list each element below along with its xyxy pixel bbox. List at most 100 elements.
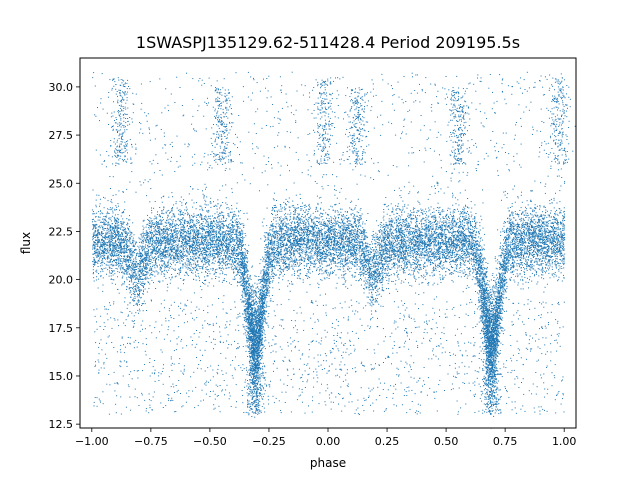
data-point (553, 199, 555, 201)
data-point (333, 235, 335, 237)
data-point (120, 266, 122, 268)
data-point (368, 283, 370, 285)
data-point (515, 263, 517, 265)
data-point (466, 222, 468, 224)
data-point (323, 222, 325, 224)
data-point (287, 239, 289, 240)
data-point (507, 248, 509, 250)
data-point (446, 242, 448, 244)
data-point (281, 233, 283, 235)
data-point (92, 246, 94, 248)
data-point (445, 237, 447, 239)
data-point (244, 298, 246, 299)
data-point (195, 279, 197, 281)
data-point (433, 248, 435, 250)
data-point (343, 275, 345, 277)
data-point (289, 229, 291, 230)
data-point (110, 259, 112, 261)
data-point (300, 206, 302, 207)
data-point (357, 242, 359, 244)
data-point (105, 264, 107, 266)
data-point (311, 247, 313, 248)
data-point (552, 227, 554, 229)
data-point (130, 261, 132, 263)
data-point (417, 227, 419, 229)
data-point (519, 235, 521, 237)
data-point (300, 245, 302, 247)
data-point (392, 207, 394, 209)
data-point (360, 284, 362, 286)
data-point (469, 241, 471, 243)
data-point (376, 268, 378, 270)
data-point (351, 274, 353, 276)
data-point (521, 242, 523, 244)
data-point (383, 257, 385, 259)
data-point (552, 250, 554, 252)
data-point (234, 251, 236, 253)
data-point (388, 234, 390, 236)
data-point (120, 249, 122, 251)
data-point (443, 267, 445, 269)
data-point (549, 248, 551, 250)
data-point (219, 262, 221, 264)
data-point (556, 209, 557, 211)
data-point (442, 209, 444, 211)
data-point (206, 228, 208, 230)
data-point (315, 263, 317, 264)
data-point (461, 251, 463, 252)
data-point (306, 213, 308, 215)
data-point (149, 254, 151, 256)
data-point (424, 224, 426, 226)
data-point (430, 226, 432, 228)
data-point (348, 245, 350, 247)
data-point (201, 266, 203, 268)
data-point (210, 268, 212, 270)
data-point (354, 233, 356, 235)
data-point (478, 321, 480, 323)
data-point (401, 267, 402, 268)
data-point (175, 250, 177, 252)
data-point (119, 234, 121, 236)
data-point (444, 244, 446, 246)
data-point (535, 246, 537, 248)
data-point (492, 357, 494, 359)
data-point (214, 253, 216, 255)
data-point (409, 263, 411, 265)
data-point (309, 267, 310, 269)
data-point (561, 224, 563, 226)
data-point (272, 256, 274, 258)
data-point (231, 247, 232, 249)
data-point (106, 264, 108, 266)
data-point (129, 230, 131, 232)
data-point (328, 272, 330, 274)
data-point (209, 242, 211, 244)
data-point (329, 247, 331, 249)
data-point (297, 219, 299, 221)
data-point (321, 263, 323, 265)
data-point (91, 219, 93, 221)
data-point (399, 232, 401, 234)
data-point (423, 253, 425, 255)
data-point (407, 255, 409, 256)
data-point (415, 236, 417, 238)
data-point (143, 266, 145, 268)
data-point (451, 273, 453, 275)
data-point (451, 260, 453, 262)
data-point (222, 248, 224, 250)
data-point (463, 217, 465, 219)
data-point (320, 212, 322, 214)
data-point (469, 243, 471, 245)
data-point (409, 273, 411, 275)
data-point (530, 190, 532, 192)
data-point (163, 230, 165, 232)
data-point (479, 240, 481, 242)
data-point (103, 222, 105, 224)
data-point (387, 261, 389, 263)
data-point (394, 263, 395, 265)
data-point (337, 269, 339, 271)
data-point (107, 232, 109, 234)
data-point (232, 246, 233, 247)
data-point (218, 241, 220, 243)
data-point (346, 259, 348, 261)
data-point (424, 228, 426, 230)
